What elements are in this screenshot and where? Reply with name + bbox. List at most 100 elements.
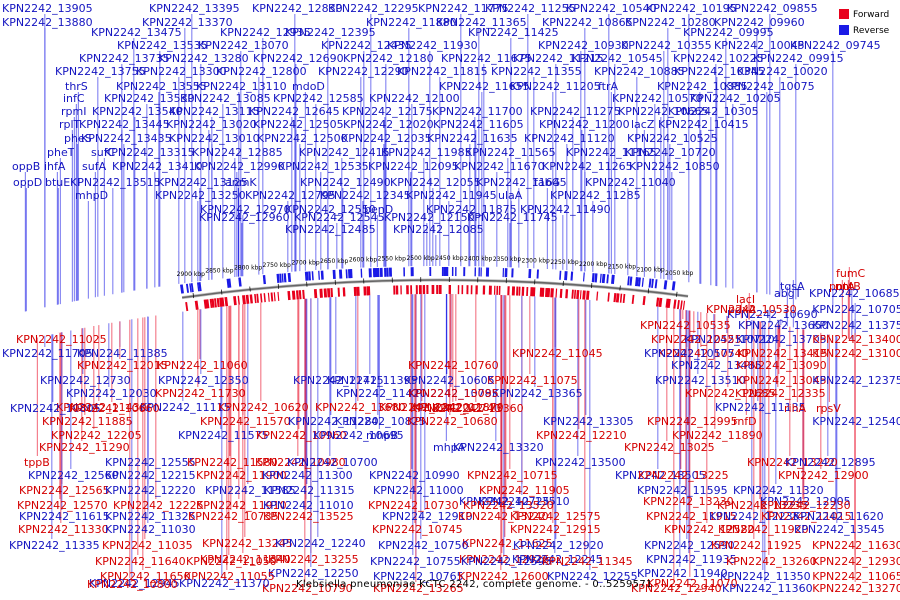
gene-label[interactable]: KPN2242_12995 [647, 415, 738, 428]
gene-label[interactable]: KPN2242_13320 [453, 441, 544, 454]
gene-label[interactable]: tqsA [780, 280, 805, 293]
gene-label[interactable]: KPN2242_13245 [202, 537, 293, 550]
gene-label[interactable]: pheS [64, 132, 92, 145]
gene-label[interactable]: KPN2242_13445 [79, 118, 170, 131]
gene-label[interactable]: KPN2242_13250 [155, 189, 246, 202]
gene-label[interactable]: KPN2242_13020 [166, 118, 257, 131]
gene-label[interactable]: KPN2242_10555 [651, 333, 742, 346]
gene-label[interactable]: KPN2242_11620 [793, 510, 884, 523]
gene-label[interactable]: mhpD [75, 189, 108, 202]
gene-label[interactable]: rplT [59, 118, 81, 131]
gene-label[interactable]: KPN2242_09960 [714, 16, 805, 29]
gene-label[interactable]: KPN2242_11675 [441, 52, 532, 65]
gene-label[interactable]: KPN2242_13360 [433, 402, 524, 415]
gene-label[interactable]: KPN2242_11265 [542, 160, 633, 173]
gene-label[interactable]: KPN2242_12175 [342, 105, 433, 118]
gene-label[interactable]: KPN2242_10020 [737, 65, 828, 78]
gene-label[interactable]: KPN2242_10805 [10, 402, 101, 415]
gene-label[interactable]: KPN2242_11900 [196, 469, 287, 482]
gene-label[interactable]: KPN2242_11385 [77, 347, 168, 360]
gene-label[interactable]: KPN2242_11875 [426, 203, 517, 216]
gene-label[interactable]: KPN2242_11135 [715, 401, 806, 414]
gene-label[interactable]: KPN2242_12935 [220, 26, 311, 39]
gene-label[interactable]: KPN2242_11345 [542, 555, 633, 568]
gene-label[interactable]: KPN2242_12575 [510, 510, 601, 523]
gene-label[interactable]: KPN2242_13435 [81, 132, 172, 145]
gene-label[interactable]: KPN2242_13505 [615, 469, 706, 482]
gene-label[interactable]: KPN2242_12600 [458, 570, 549, 583]
gene-label[interactable]: KPN2242_11050 [186, 555, 277, 568]
gene-label[interactable]: KPN2242_12180 [343, 52, 434, 65]
gene-label[interactable]: KPN2242_12740 [410, 402, 501, 415]
gene-label[interactable]: tppB [24, 456, 50, 469]
gene-label[interactable]: KPN2242_13880 [2, 16, 93, 29]
gene-label[interactable]: KPN2242_09915 [753, 52, 844, 65]
gene-label[interactable]: KPN2242_13230 [643, 495, 734, 508]
gene-label[interactable]: KPN2242_13525 [263, 510, 354, 523]
gene-label[interactable]: KPN2242_10760 [408, 359, 499, 372]
gene-label[interactable]: KPN2242_10825 [335, 415, 426, 428]
gene-label[interactable]: KPN2242_11925 [711, 539, 802, 552]
gene-label[interactable]: oppD [13, 176, 42, 189]
gene-label[interactable]: rihA [784, 402, 807, 415]
gene-label[interactable]: KPN2242_11945 [406, 189, 497, 202]
gene-label[interactable]: KPN2242_12795 [245, 189, 336, 202]
gene-label[interactable]: KPN2242_11565 [465, 146, 556, 159]
gene-label[interactable]: KPN2242_10305 [668, 105, 759, 118]
gene-label[interactable]: KPN2242_12085 [393, 223, 484, 236]
gene-label[interactable]: KPN2242_11320 [733, 484, 824, 497]
gene-label[interactable]: KPN2242_12920 [513, 539, 604, 552]
gene-label[interactable]: mhpA [433, 441, 466, 454]
gene-label[interactable]: KPN2242_10715 [467, 469, 558, 482]
gene-label[interactable]: KPN2242_13540 [92, 105, 183, 118]
gene-label[interactable]: KPN2242_12585 [273, 92, 364, 105]
gene-label[interactable]: rpsV [816, 402, 841, 415]
gene-label[interactable]: KPN2242_10885 [594, 65, 685, 78]
gene-label[interactable]: KPN2242_12560 [28, 469, 119, 482]
gene-label[interactable]: sufC [91, 146, 116, 159]
gene-label[interactable]: KPN2242_13680 [315, 401, 406, 414]
gene-label[interactable]: KPN2242_12035 [341, 132, 432, 145]
gene-label[interactable]: KPN2242_13650 [738, 319, 829, 332]
gene-label[interactable]: KPN2242_13415 [737, 347, 828, 360]
gene-label[interactable]: KPN2242_13735 [79, 52, 170, 65]
gene-label[interactable]: KPN2242_13095 [408, 387, 499, 400]
gene-label[interactable]: KPN2242_11010 [263, 499, 354, 512]
gene-label[interactable]: KPN2242_10725 [459, 495, 550, 508]
gene-label[interactable]: KPN2242_13110 [196, 80, 287, 93]
gene-label[interactable]: KPN2242_11060 [157, 359, 248, 372]
gene-label[interactable]: KPN2242_12255 [547, 570, 638, 583]
gene-label[interactable]: KPN2242_11615 [19, 510, 110, 523]
gene-label[interactable]: KPN2242_12020 [343, 118, 434, 131]
gene-label[interactable]: KPN2242_10960 [256, 429, 347, 442]
gene-label[interactable]: KPN2242_12295 [328, 2, 419, 15]
gene-label[interactable]: KPN2242_12800 [216, 65, 307, 78]
gene-label[interactable]: KPN2242_13235 [717, 499, 808, 512]
gene-label[interactable]: KPN2242_11325 [105, 510, 196, 523]
gene-label[interactable]: KPN2242_11605 [433, 118, 524, 131]
gene-label[interactable]: KPN2242_11930 [387, 39, 478, 52]
gene-label[interactable]: KPN2242_10690 [727, 308, 818, 321]
gene-label[interactable]: KPN2242_13755 [55, 65, 146, 78]
gene-label[interactable]: KPN2242_12245 [512, 553, 603, 566]
gene-label[interactable]: KPN2242_11290 [39, 441, 130, 454]
gene-label[interactable]: fabG [534, 176, 560, 189]
gene-label[interactable]: KPN2242_12590 [644, 539, 735, 552]
gene-label[interactable]: benD [364, 203, 393, 216]
gene-label[interactable]: KPN2242_11355 [491, 65, 582, 78]
gene-label[interactable]: KPN2242_11115 [140, 401, 231, 414]
gene-label[interactable]: KPN2242_12555 [105, 456, 196, 469]
gene-label[interactable]: KPN2242_11375 [812, 319, 900, 332]
gene-label[interactable]: KPN2242_10695 [313, 429, 404, 442]
gene-label[interactable]: KPN2242_12015 [77, 359, 168, 372]
gene-label[interactable]: KPN2242_10680 [407, 415, 498, 428]
gene-label[interactable]: KPN2242_11420 [336, 387, 427, 400]
gene-label[interactable]: KPN2242_13280 [158, 52, 249, 65]
gene-label[interactable]: KPN2242_10705 [812, 303, 900, 316]
gene-label[interactable]: KPN2242_11255 [485, 2, 576, 15]
gene-label[interactable]: KPN2242_13530 [104, 92, 195, 105]
gene-label[interactable]: KPN2242_10930 [538, 39, 629, 52]
gene-label[interactable]: KPN2242_12895 [785, 456, 876, 469]
gene-label[interactable]: KPN2242_12885 [192, 146, 283, 159]
gene-label[interactable]: ihfA [44, 160, 66, 173]
